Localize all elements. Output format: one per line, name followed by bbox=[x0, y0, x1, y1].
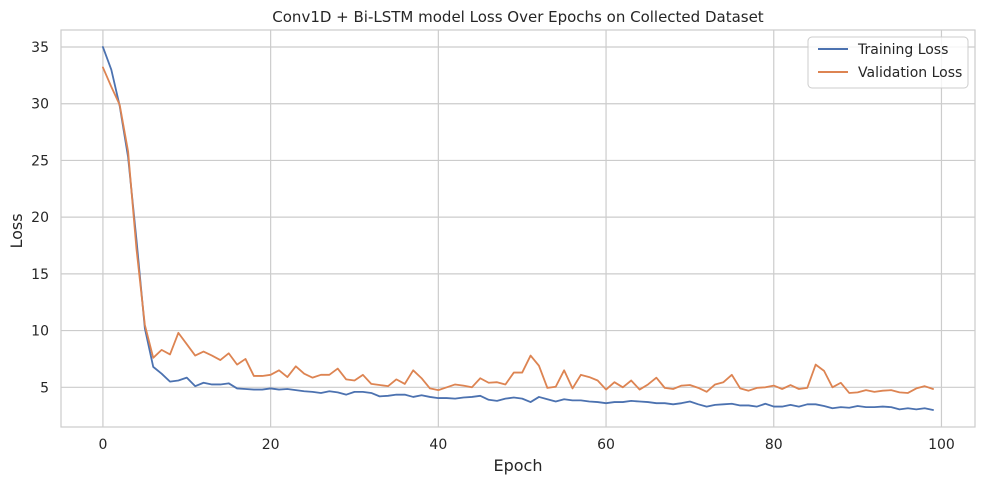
series-line-validation-loss bbox=[102, 66, 934, 394]
x-tick-label: 40 bbox=[429, 437, 447, 453]
x-tick-label: 0 bbox=[98, 437, 107, 453]
x-tick-label: 80 bbox=[765, 437, 783, 453]
tick-labels: 0 20 40 60 80 100 5 10 15 20 25 30 35 bbox=[31, 40, 955, 453]
y-tick-label: 35 bbox=[31, 40, 49, 56]
x-tick-label: 60 bbox=[597, 437, 615, 453]
grid bbox=[61, 30, 975, 427]
y-tick-label: 15 bbox=[31, 267, 49, 283]
x-axis-label: Epoch bbox=[494, 456, 543, 475]
y-axis-label: Loss bbox=[7, 213, 26, 248]
legend-label-validation-loss: Validation Loss bbox=[858, 65, 962, 81]
chart-title: Conv1D + Bi-LSTM model Loss Over Epochs … bbox=[272, 8, 764, 26]
y-tick-label: 25 bbox=[31, 153, 49, 169]
y-tick-label: 5 bbox=[40, 380, 49, 396]
plot-frame bbox=[60, 29, 976, 428]
y-tick-label: 20 bbox=[31, 210, 49, 226]
series-line-training-loss bbox=[102, 46, 934, 411]
plot-area bbox=[61, 30, 975, 427]
y-tick-label: 10 bbox=[31, 324, 49, 340]
y-tick-label: 30 bbox=[31, 97, 49, 113]
legend-label-training-loss: Training Loss bbox=[857, 42, 948, 58]
x-tick-label: 20 bbox=[262, 437, 280, 453]
legend: Training Loss Validation Loss bbox=[807, 36, 969, 89]
x-tick-label: 100 bbox=[928, 437, 955, 453]
series-lines bbox=[102, 46, 934, 411]
